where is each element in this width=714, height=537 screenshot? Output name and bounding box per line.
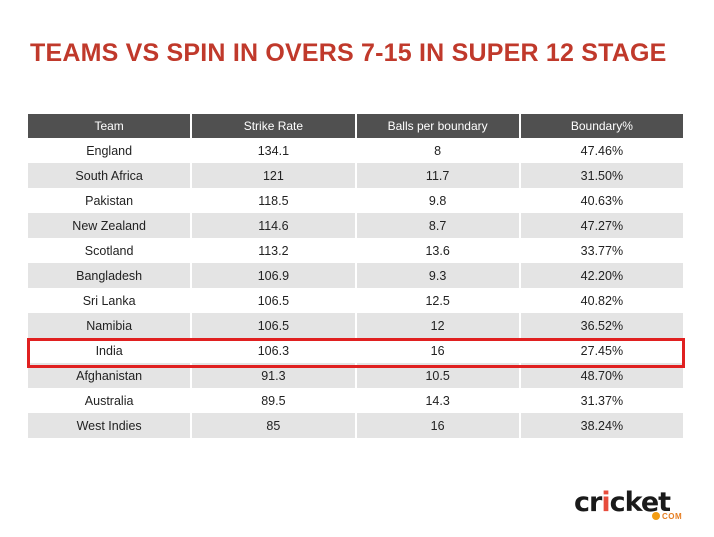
logo-domain: COM	[662, 512, 683, 521]
table-cell: 121	[192, 163, 355, 188]
table-row: India 106.3 16 27.45%	[28, 338, 683, 363]
table-cell: England	[28, 138, 191, 163]
table-cell: 91.3	[192, 363, 355, 388]
table-row: England 134.1 8 47.46%	[28, 138, 683, 163]
logo-ball-letter: i	[601, 487, 610, 518]
data-table-container: Team Strike Rate Balls per boundary Boun…	[28, 114, 683, 438]
column-header: Strike Rate	[192, 114, 355, 138]
stats-table: Team Strike Rate Balls per boundary Boun…	[26, 114, 685, 438]
table-cell: 16	[356, 338, 519, 363]
table-cell: 31.50%	[520, 163, 683, 188]
table-row: Australia 89.5 14.3 31.37%	[28, 388, 683, 413]
table-cell: 113.2	[192, 238, 355, 263]
table-cell: South Africa	[28, 163, 191, 188]
table-row: Pakistan 118.5 9.8 40.63%	[28, 188, 683, 213]
table-cell: 33.77%	[520, 238, 683, 263]
logo-wordmark: cricket	[574, 487, 671, 518]
table-cell: 36.52%	[520, 313, 683, 338]
table-row: Bangladesh 106.9 9.3 42.20%	[28, 263, 683, 288]
table-cell: 13.6	[356, 238, 519, 263]
logo-dot-icon	[652, 512, 660, 520]
table-body: England 134.1 8 47.46% South Africa 121 11.7 31…	[28, 138, 683, 438]
table-cell: Sri Lanka	[28, 288, 191, 313]
table-cell: Pakistan	[28, 188, 191, 213]
table-cell: 89.5	[192, 388, 355, 413]
table-cell: Afghanistan	[28, 363, 191, 388]
table-cell: Bangladesh	[28, 263, 191, 288]
table-cell: Australia	[28, 388, 191, 413]
table-cell: 106.5	[192, 313, 355, 338]
table-cell: 9.8	[356, 188, 519, 213]
header-row: Team Strike Rate Balls per boundary Boun…	[28, 114, 683, 138]
table-cell: 31.37%	[520, 388, 683, 413]
table-row: New Zealand 114.6 8.7 47.27%	[28, 213, 683, 238]
table-cell: 10.5	[356, 363, 519, 388]
cricket-com-logo: cricket COM	[574, 487, 686, 525]
table-cell: 47.27%	[520, 213, 683, 238]
table-cell: Namibia	[28, 313, 191, 338]
table-row: Afghanistan 91.3 10.5 48.70%	[28, 363, 683, 388]
table-cell: 40.63%	[520, 188, 683, 213]
column-header: Team	[28, 114, 191, 138]
table-cell: 106.5	[192, 288, 355, 313]
table-cell: West Indies	[28, 413, 191, 438]
table-cell: 48.70%	[520, 363, 683, 388]
table-cell: India	[28, 338, 191, 363]
table-cell: 106.9	[192, 263, 355, 288]
table-cell: 8	[356, 138, 519, 163]
table-cell: 12.5	[356, 288, 519, 313]
chart-title: TEAMS VS SPIN IN OVERS 7-15 IN SUPER 12 …	[30, 39, 667, 67]
table-cell: 27.45%	[520, 338, 683, 363]
table-cell: 134.1	[192, 138, 355, 163]
table-row: West Indies 85 16 38.24%	[28, 413, 683, 438]
table-cell: 38.24%	[520, 413, 683, 438]
table-cell: 47.46%	[520, 138, 683, 163]
table-cell: 12	[356, 313, 519, 338]
table-cell: 40.82%	[520, 288, 683, 313]
column-header: Boundary%	[520, 114, 683, 138]
table-cell: 118.5	[192, 188, 355, 213]
table-row: Sri Lanka 106.5 12.5 40.82%	[28, 288, 683, 313]
table-cell: 11.7	[356, 163, 519, 188]
table-cell: 14.3	[356, 388, 519, 413]
table-cell: Scotland	[28, 238, 191, 263]
table-cell: 85	[192, 413, 355, 438]
table-row: Namibia 106.5 12 36.52%	[28, 313, 683, 338]
table-row: Scotland 113.2 13.6 33.77%	[28, 238, 683, 263]
table-cell: 114.6	[192, 213, 355, 238]
table-cell: 42.20%	[520, 263, 683, 288]
table-cell: 8.7	[356, 213, 519, 238]
table-cell: 9.3	[356, 263, 519, 288]
column-header: Balls per boundary	[356, 114, 519, 138]
table-row: South Africa 121 11.7 31.50%	[28, 163, 683, 188]
table-cell: 106.3	[192, 338, 355, 363]
table-cell: New Zealand	[28, 213, 191, 238]
table-cell: 16	[356, 413, 519, 438]
